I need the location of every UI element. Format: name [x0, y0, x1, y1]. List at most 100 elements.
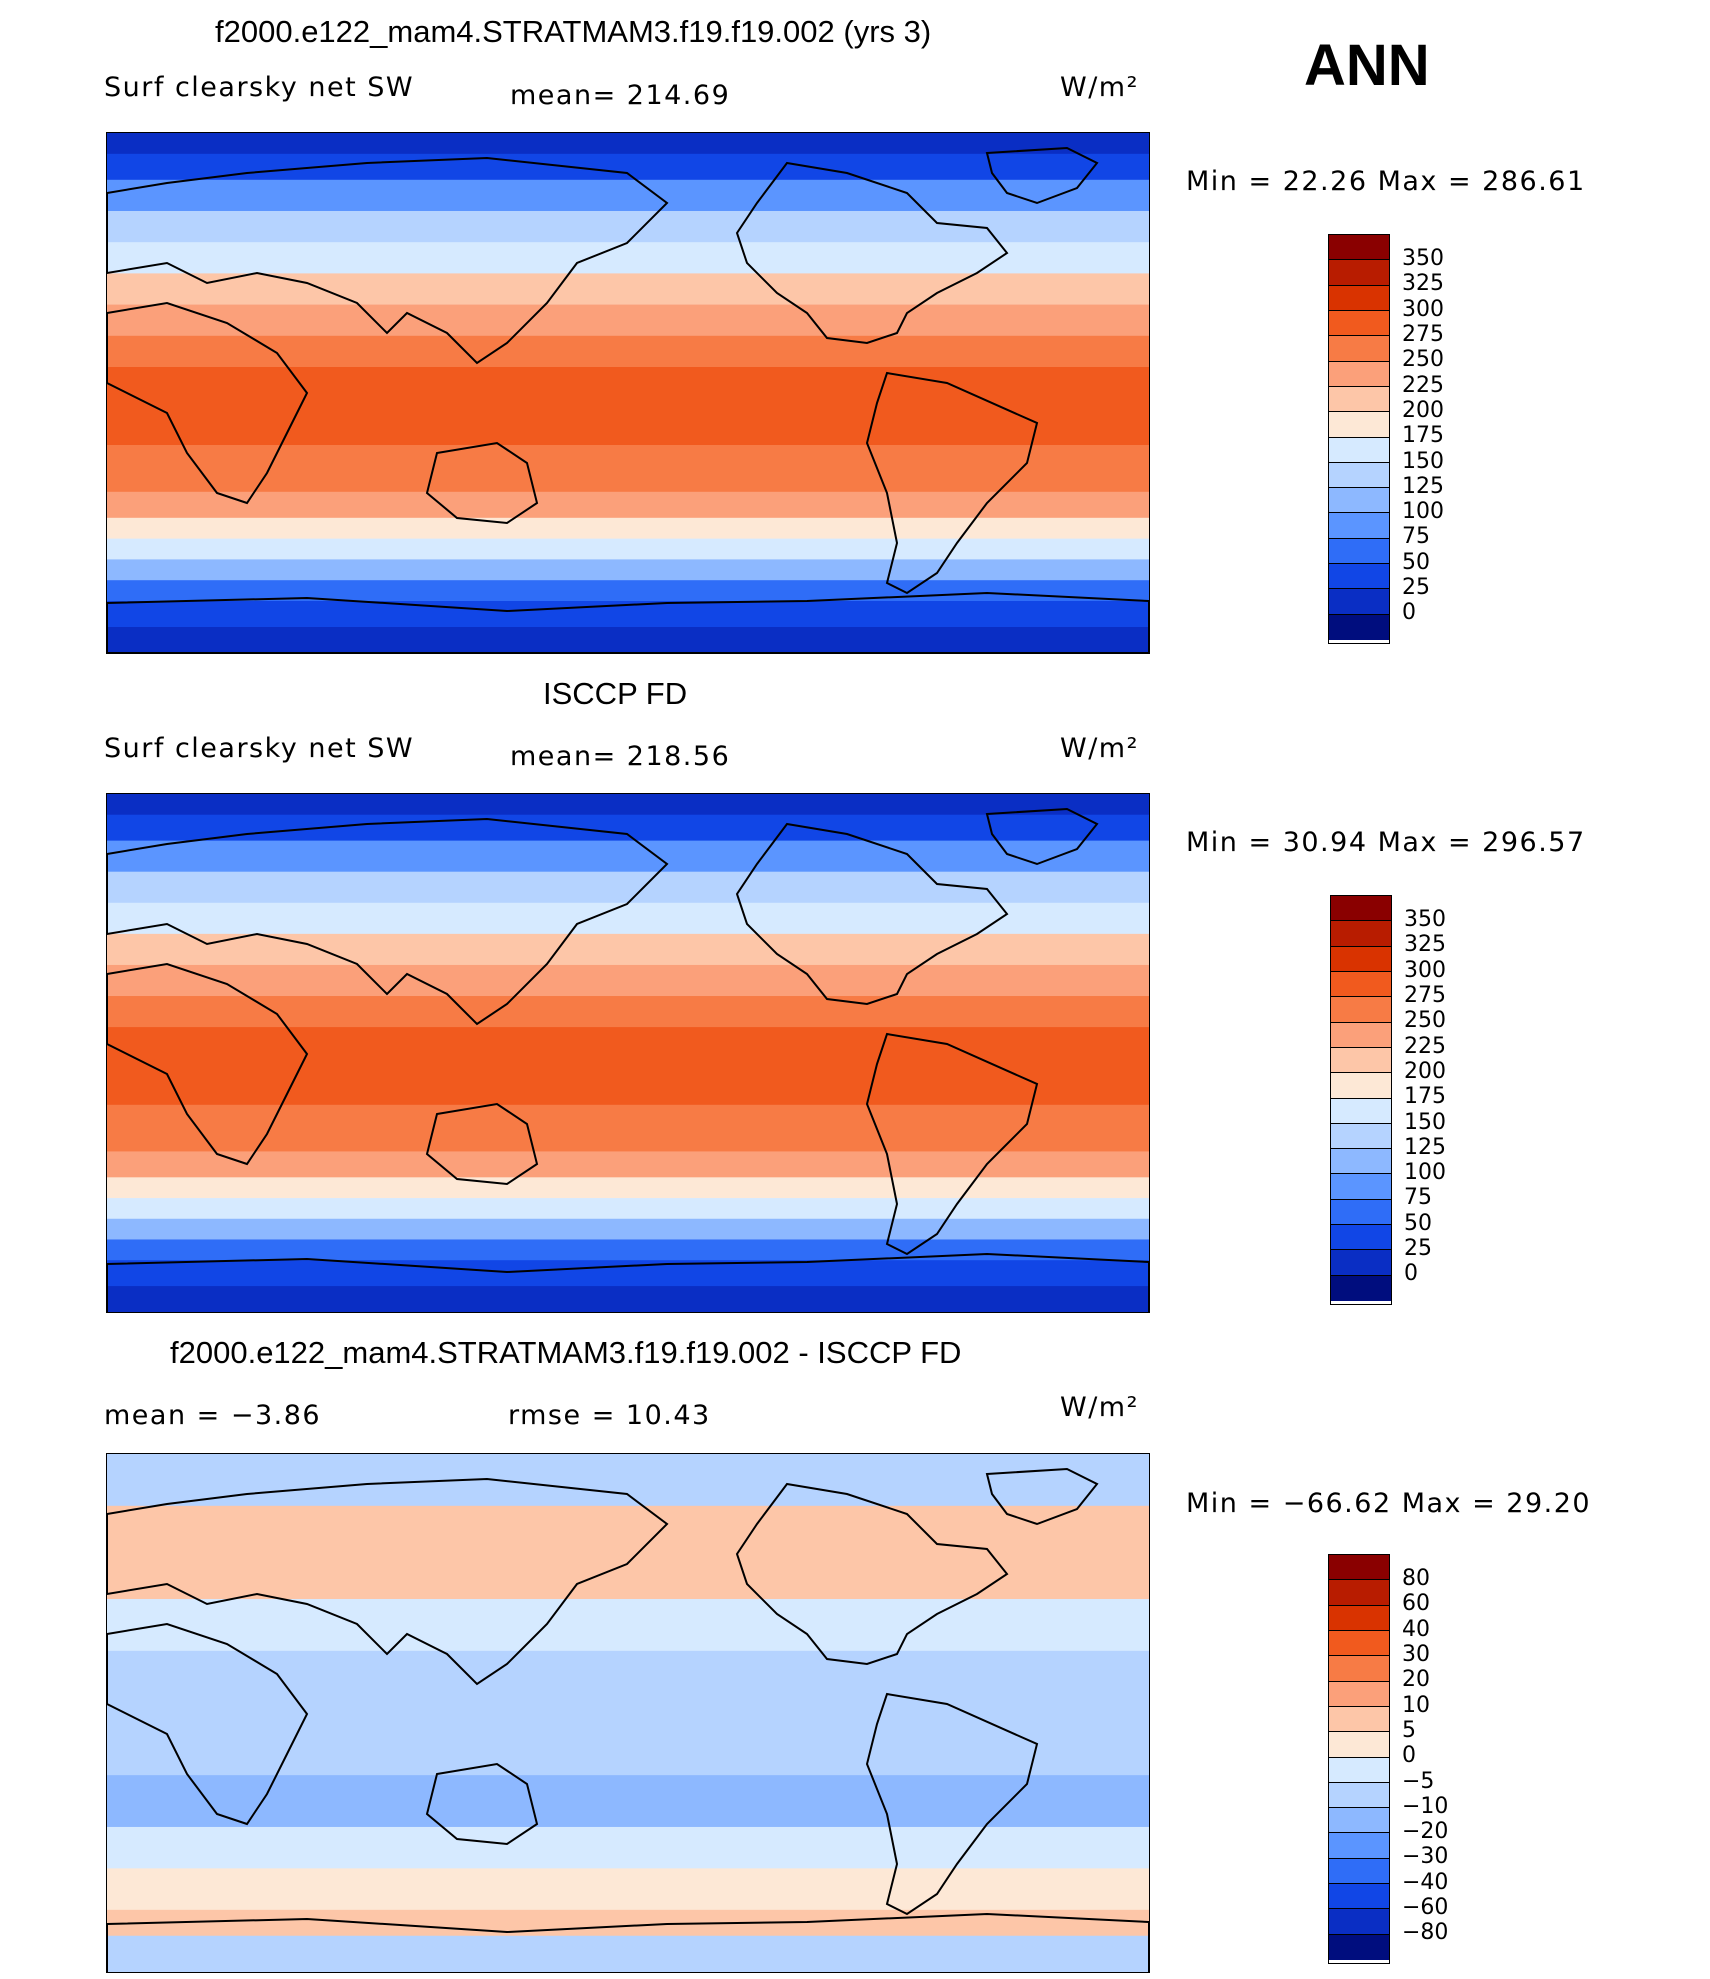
colorbar-swatch [1329, 614, 1389, 640]
field-band [107, 1599, 1149, 1652]
colorbar-tick-label: 325 [1404, 932, 1446, 958]
colorbar-swatch [1329, 1858, 1389, 1885]
panel-1-colorbar [1328, 234, 1390, 644]
colorbar-swatch [1329, 1656, 1389, 1682]
coastline [107, 962, 309, 1166]
field-band [107, 242, 1149, 275]
colorbar-swatch [1329, 235, 1389, 261]
colorbar-swatch [1329, 1808, 1389, 1834]
colorbar-swatch [1331, 1275, 1391, 1301]
colorbar-tick-label: 0 [1402, 1743, 1416, 1769]
colorbar-tick-label: 200 [1404, 1058, 1446, 1084]
field-band [107, 445, 1149, 493]
panel-3-mean: mean = −3.86 [104, 1400, 322, 1431]
colorbar-tick-label: 350 [1404, 907, 1446, 932]
colorbar-tick-label: 275 [1402, 321, 1444, 347]
colorbar-swatch [1331, 1098, 1391, 1124]
panel-3-map-plot [107, 1454, 1149, 1972]
colorbar-swatch [1329, 1782, 1389, 1809]
colorbar-swatch [1329, 285, 1389, 311]
colorbar-tick-label: −5 [1402, 1768, 1435, 1794]
panel-3-map [106, 1453, 1150, 1973]
panel-2-field-label: Surf clearsky net SW [104, 733, 415, 764]
field-band [107, 273, 1149, 306]
colorbar-swatch [1331, 1047, 1391, 1074]
colorbar-tick-label: 100 [1402, 499, 1444, 525]
coastline [107, 591, 1149, 653]
colorbar-tick-label: 40 [1402, 1616, 1430, 1642]
season-label: ANN [1304, 33, 1430, 98]
panel-3-title: f2000.e122_mam4.STRATMAM3.f19.f19.002 - … [170, 1335, 962, 1370]
coastline [985, 1467, 1099, 1526]
coastline [107, 1477, 669, 1686]
field-band [107, 1027, 1149, 1106]
colorbar-tick-label: 50 [1404, 1210, 1432, 1236]
field-band [107, 133, 1149, 155]
field-band [107, 304, 1149, 337]
coastline [985, 146, 1099, 205]
colorbar-swatch [1331, 1250, 1391, 1276]
colorbar-tick-label: 60 [1402, 1591, 1430, 1617]
colorbar-tick-label: 50 [1402, 549, 1430, 575]
colorbar-swatch [1329, 1732, 1389, 1758]
field-band [107, 964, 1149, 998]
colorbar-swatch [1329, 310, 1389, 337]
panel-3-units: W/m² [1060, 1392, 1139, 1423]
colorbar-tick-label: −30 [1402, 1844, 1449, 1870]
colorbar-tick-label: 300 [1402, 296, 1444, 322]
field-band [107, 1826, 1149, 1870]
panel-2-minmax: Min = 30.94 Max = 296.57 [1186, 827, 1586, 858]
field-band [107, 179, 1149, 212]
panel-1-minmax: Min = 22.26 Max = 286.61 [1186, 166, 1586, 197]
field-band [107, 996, 1149, 1029]
colorbar-swatch [1329, 589, 1389, 615]
colorbar-swatch [1331, 896, 1391, 922]
colorbar-tick-label: −10 [1402, 1793, 1449, 1819]
colorbar-swatch [1331, 1199, 1391, 1226]
field-band [107, 211, 1149, 244]
field-band [107, 491, 1149, 519]
field-band [107, 840, 1149, 873]
coastline [107, 1252, 1149, 1312]
colorbar-tick-label: 75 [1404, 1185, 1432, 1211]
field-band [107, 902, 1149, 935]
panel-1-mean: mean= 214.69 [510, 80, 731, 111]
coastline [865, 1692, 1039, 1916]
colorbar-tick-label: −40 [1402, 1869, 1449, 1895]
colorbar-tick-label: 25 [1404, 1236, 1432, 1262]
colorbar-tick-label: 75 [1402, 524, 1430, 550]
colorbar-tick-label: 150 [1402, 448, 1444, 474]
field-band [107, 1104, 1149, 1153]
colorbar-tick-label: −60 [1402, 1895, 1449, 1921]
colorbar-tick-label: 125 [1402, 473, 1444, 499]
colorbar-swatch [1329, 1934, 1389, 1960]
colorbar-tick-label: 125 [1404, 1134, 1446, 1160]
colorbar-swatch [1331, 971, 1391, 998]
field-band [107, 1935, 1149, 1972]
coastline [425, 441, 539, 525]
colorbar-swatch [1329, 1833, 1389, 1859]
panel-1-units: W/m² [1060, 72, 1139, 103]
colorbar-swatch [1331, 1022, 1391, 1048]
coastline [107, 156, 669, 365]
colorbar-swatch [1329, 361, 1389, 387]
colorbar-tick-label: 200 [1402, 397, 1444, 423]
colorbar-swatch [1329, 564, 1389, 590]
colorbar-swatch [1331, 997, 1391, 1023]
colorbar-tick-label: 100 [1404, 1160, 1446, 1186]
field-band [107, 335, 1149, 368]
field-band [107, 871, 1149, 904]
colorbar-tick-label: 225 [1404, 1033, 1446, 1059]
colorbar-tick-label: 10 [1402, 1692, 1430, 1718]
coastline [735, 1482, 1009, 1666]
coastline [425, 1762, 539, 1846]
panel-2-map [106, 793, 1150, 1313]
colorbar-swatch [1329, 538, 1389, 565]
panel-1-map-plot [107, 133, 1149, 653]
colorbar-swatch [1329, 513, 1389, 539]
field-band [107, 1286, 1149, 1312]
colorbar-tick-label: 325 [1402, 271, 1444, 297]
field-band [107, 1775, 1149, 1828]
field-band [107, 559, 1149, 582]
panel-2-colorbar [1330, 895, 1392, 1305]
